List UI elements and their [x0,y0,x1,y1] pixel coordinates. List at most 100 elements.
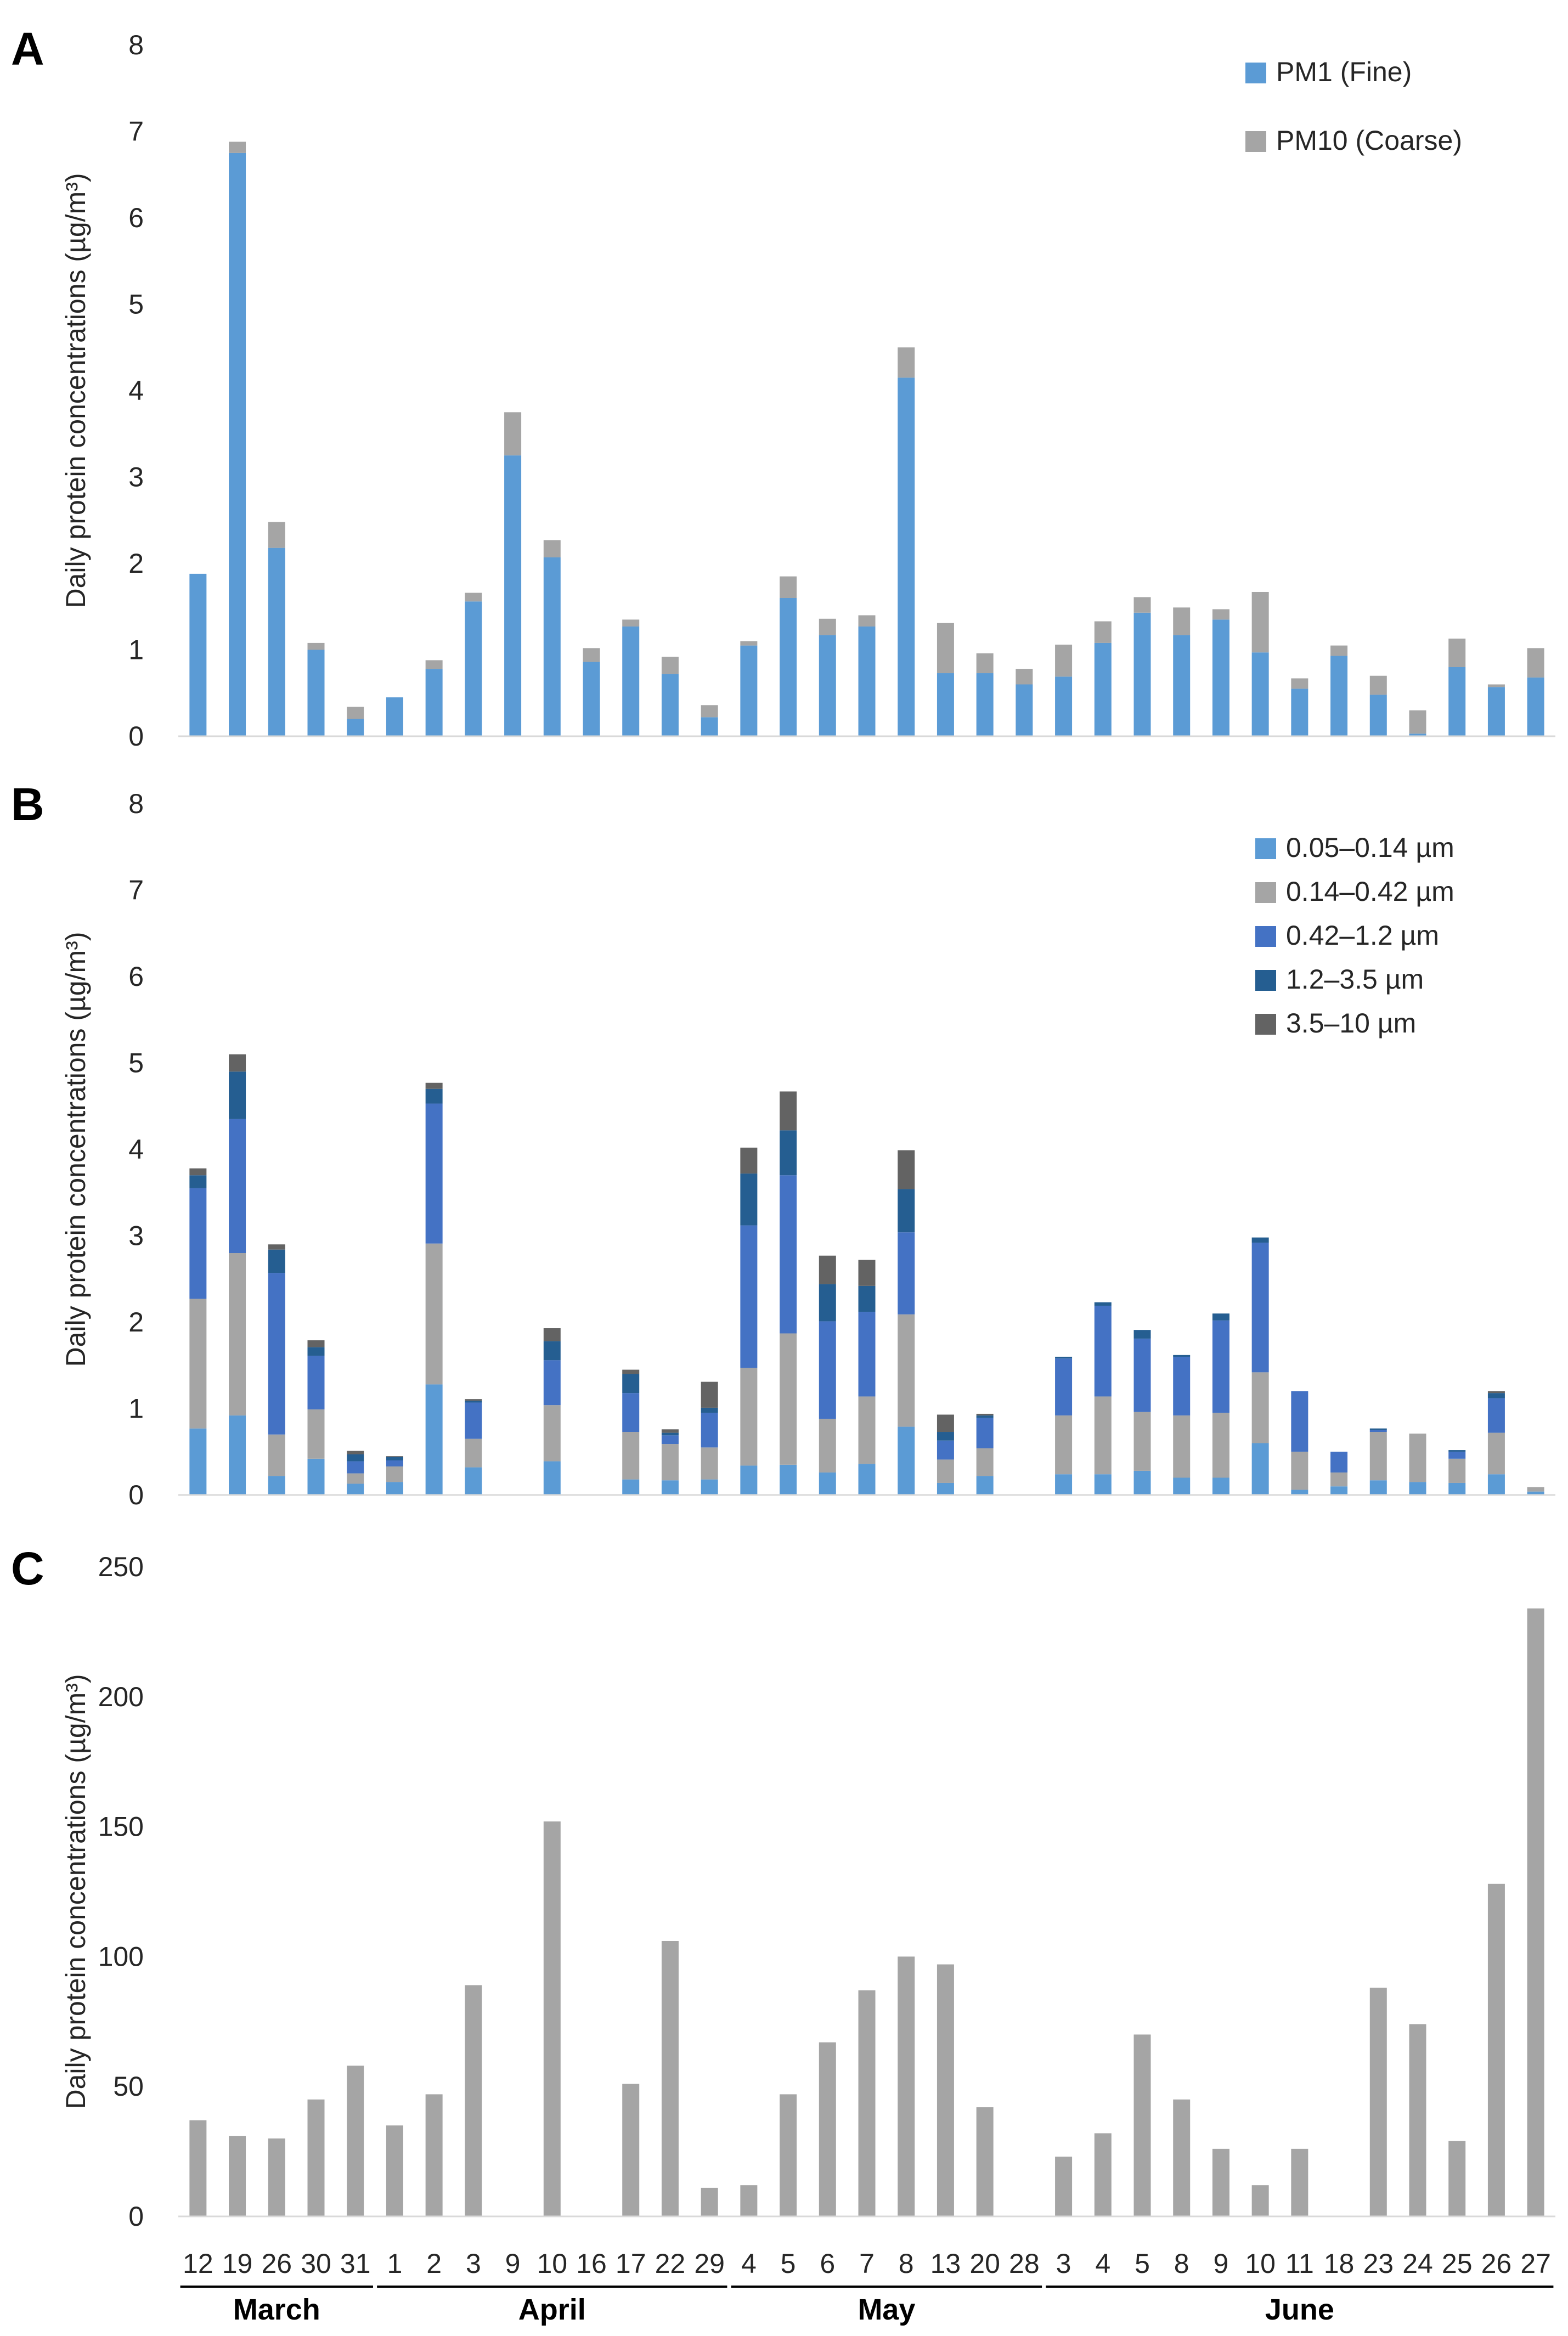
legend-swatch [1255,1014,1276,1035]
x-tick-label: 3 [1056,2248,1071,2279]
bar-segment [1251,1243,1269,1373]
bar-segment [1251,1237,1269,1243]
bar-segment [701,2187,718,2216]
bar-segment [819,1321,836,1419]
bar-segment [1487,687,1505,736]
bar-segment [1055,1474,1073,1495]
bar-segment [425,660,443,669]
bar-segment [465,1401,482,1403]
bar-segment [898,347,915,378]
x-tick-label: 11 [1285,2248,1314,2279]
bar-segment [858,626,876,736]
bar-segment [1094,1396,1112,1475]
bar-segment [1448,2141,1466,2216]
bar-segment [229,1071,246,1119]
bar-segment [1527,1487,1544,1492]
bar-segment [543,557,561,736]
panel-b: B 0 1 2 3 4 5 6 7 8 Daily protein concentrations (… [11,778,1555,1510]
bar-segment [701,705,718,718]
x-tick-label: 25 [1442,2248,1473,2279]
bar-segment [740,1147,758,1174]
bar-segment [976,1415,994,1418]
bar-segment [1330,645,1348,656]
bar-segment [583,662,600,736]
bar-segment [937,1459,954,1483]
bar-segment [268,1476,285,1495]
bar-segment [622,1393,640,1432]
bar-segment [1055,676,1073,736]
bar-segment [386,1456,403,1457]
bar-segment [1369,1480,1387,1495]
legend-label: PM10 (Coarse) [1276,125,1462,156]
bar-segment [465,601,482,736]
bar-segment [229,1253,246,1416]
y-tick-label: 150 [98,1812,144,1842]
bar-segment [937,1482,954,1495]
bar-segment [189,1175,207,1188]
bar-segment [1487,684,1505,687]
bar-segment [543,540,561,557]
bar-segment [740,1225,758,1368]
bar-segment [1133,1412,1151,1471]
bar-segment [780,2094,797,2216]
bar-segment [1330,656,1348,736]
y-tick-label: 1 [128,635,144,665]
bar-segment [425,1082,443,1089]
bar-segment [1369,1988,1387,2216]
bar-segment [622,1374,640,1393]
y-tick-label: 6 [128,202,144,233]
panel-letter: B [11,778,44,830]
bar-segment [543,1328,561,1341]
bar-segment [740,645,758,736]
bar-segment [268,1273,285,1435]
bar-segment [268,1244,285,1250]
bar-segment [1487,1474,1505,1495]
y-tick-label: 5 [128,1048,144,1079]
y-axis-label: Daily protein concentrations (µg/m³) [60,932,91,1367]
x-tick-label: 2 [426,2248,442,2279]
bar-segment [347,1454,364,1462]
bar-segment [740,2185,758,2216]
bar-segment [858,1312,876,1397]
bar-segment [1251,591,1269,653]
y-tick-label: 100 [98,1941,144,1972]
y-tick-label: 200 [98,1682,144,1712]
bar-segment [347,707,364,719]
bar-segment [543,1341,561,1361]
bar-segment [1487,1398,1505,1433]
x-tick-label: 9 [1214,2248,1229,2279]
y-tick-label: 7 [128,116,144,147]
bar-segment [1212,619,1229,736]
y-tick-label: 5 [128,289,144,320]
bar-segment [465,1985,482,2216]
x-tick-label: 7 [859,2248,875,2279]
bar-segment [1409,733,1426,736]
legend-swatch [1255,838,1276,859]
bar-segment [1527,648,1544,678]
bar-segment [386,1466,403,1482]
bar-segment [622,2084,640,2216]
bar-segment [1291,1489,1308,1495]
bar-segment [858,1396,876,1464]
bar-segment [976,1476,994,1495]
x-tick-label: 29 [694,2248,725,2279]
bar-segment [661,1444,679,1481]
bar-segment [1251,652,1269,736]
bar-segment [229,1054,246,1072]
bar-segment [1173,1477,1191,1495]
x-tick-label: 4 [1095,2248,1110,2279]
bar-segment [1212,1477,1229,1495]
bar-segment [465,1399,482,1401]
bar-segment [1369,1432,1387,1481]
bar-segment [661,657,679,674]
x-tick-label: 26 [1481,2248,1512,2279]
x-tick-label: 30 [301,2248,331,2279]
bar-segment [898,1426,915,1495]
bar-segment [1291,2148,1308,2216]
bar-segment [1369,1428,1387,1430]
bar-segment [1291,689,1308,736]
bar-segment [701,1413,718,1448]
x-tick-label: 17 [616,2248,646,2279]
y-tick-label: 7 [128,875,144,906]
bar-segment [1291,1452,1308,1490]
